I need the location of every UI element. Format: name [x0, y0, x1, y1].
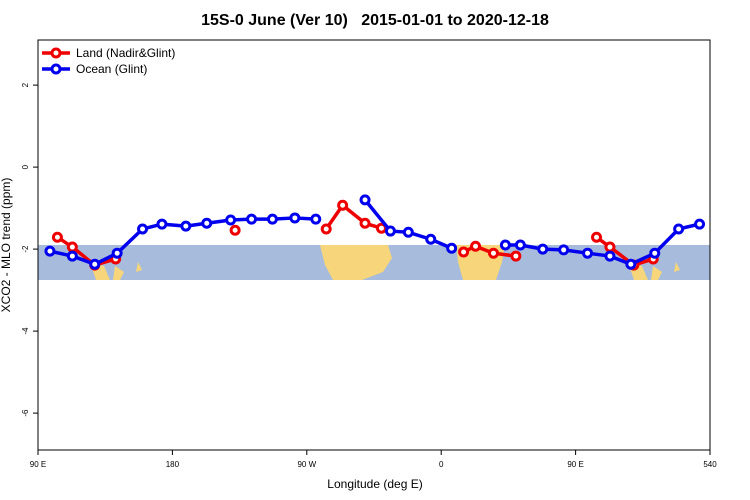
y-tick-label: -2 [21, 245, 30, 253]
x-tick-label: 90 E [30, 460, 46, 469]
point [625, 258, 637, 270]
point [180, 220, 192, 232]
point [66, 241, 78, 253]
x-tick-label: 180 [166, 460, 180, 469]
point [320, 223, 332, 235]
point [558, 244, 570, 256]
plot-frame [37, 39, 711, 451]
point [137, 223, 149, 235]
islands [90, 262, 142, 280]
point [375, 222, 387, 234]
x-tick-label: 540 [703, 460, 717, 469]
point [229, 224, 241, 236]
point [499, 239, 511, 251]
legend-label: Ocean (Glint) [76, 62, 147, 76]
point [201, 217, 213, 229]
y-tick-label: 2 [21, 82, 30, 87]
point [446, 242, 458, 254]
y-tick-label: -4 [21, 327, 30, 335]
point [156, 218, 168, 230]
x-tick-label: 90 W [297, 460, 316, 469]
legend-marker [50, 63, 62, 75]
point [89, 258, 101, 270]
point [289, 212, 301, 224]
legend-label: Land (Nadir&Glint) [76, 46, 175, 60]
point [310, 213, 322, 225]
point [458, 246, 470, 258]
point [425, 233, 437, 245]
point [510, 250, 522, 262]
point [402, 226, 414, 238]
point [487, 247, 499, 259]
point [337, 199, 349, 211]
point [470, 240, 482, 252]
point [111, 247, 123, 259]
x-axis-label: Longitude (deg E) [327, 477, 422, 491]
point [359, 217, 371, 229]
point [384, 225, 396, 237]
islands [628, 262, 680, 280]
y-tick-label: -6 [21, 409, 30, 417]
y-axis-label: XCO2 - MLO trend (ppm) [0, 178, 13, 313]
point [246, 213, 258, 225]
point [537, 243, 549, 255]
point [359, 194, 371, 206]
y-tick-label: 0 [21, 164, 30, 169]
legend-marker [50, 47, 62, 59]
point [44, 245, 56, 257]
point [266, 213, 278, 225]
continent [320, 245, 392, 280]
point [673, 223, 685, 235]
point [694, 218, 706, 230]
point [604, 250, 616, 262]
x-tick-label: 0 [439, 460, 444, 469]
point [649, 247, 661, 259]
x-tick-label: 90 E [567, 460, 583, 469]
series-line [56, 203, 654, 267]
point [66, 250, 78, 262]
point [582, 247, 594, 259]
point [225, 214, 237, 226]
point [604, 241, 616, 253]
point [51, 231, 63, 243]
point [514, 239, 526, 251]
chart-title: 15S-0 June (Ver 10) 2015-01-01 to 2020-1… [201, 12, 549, 29]
point [591, 231, 603, 243]
